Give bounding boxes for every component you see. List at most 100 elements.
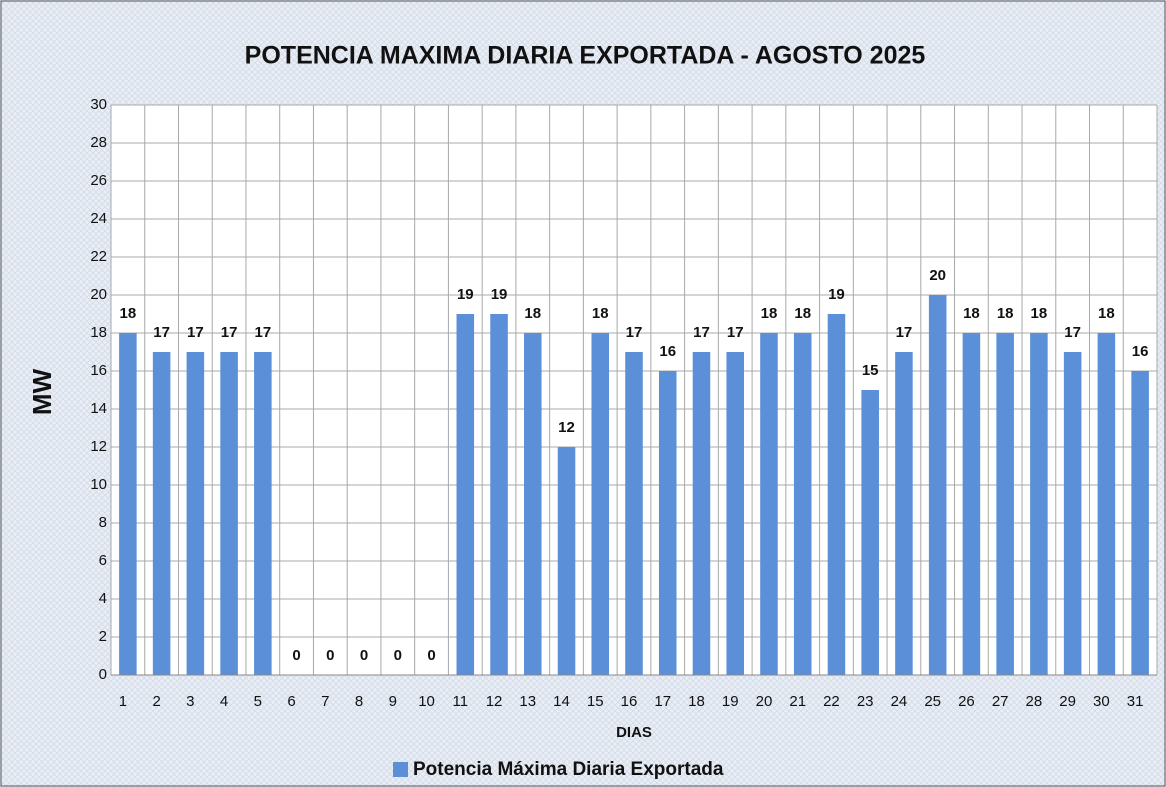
y-tick-label: 12 xyxy=(90,438,107,455)
data-label: 17 xyxy=(626,324,643,341)
x-axis-label: DIAS xyxy=(616,724,652,741)
y-tick-label: 26 xyxy=(90,172,107,189)
legend-label: Potencia Máxima Diaria Exportada xyxy=(413,759,724,780)
x-tick-label: 1 xyxy=(119,693,127,710)
data-label: 18 xyxy=(761,305,778,322)
y-tick-label: 18 xyxy=(90,324,107,341)
y-tick-label: 10 xyxy=(90,476,107,493)
bar xyxy=(658,371,677,675)
data-label: 17 xyxy=(254,324,271,341)
data-label: 0 xyxy=(427,647,435,664)
x-tick-label: 25 xyxy=(924,693,941,710)
x-tick-label: 29 xyxy=(1059,693,1076,710)
x-tick-label: 4 xyxy=(220,693,228,710)
bar xyxy=(625,352,643,675)
data-label: 18 xyxy=(120,305,137,322)
bar xyxy=(1063,352,1082,675)
bar xyxy=(895,352,913,675)
y-tick-label: 30 xyxy=(90,96,107,113)
data-label: 18 xyxy=(997,305,1014,322)
data-label: 18 xyxy=(1098,305,1115,322)
x-tick-label: 9 xyxy=(389,693,397,710)
bar xyxy=(119,333,137,675)
x-tick-label: 17 xyxy=(654,693,671,710)
bar xyxy=(186,352,205,675)
bar xyxy=(1030,333,1048,675)
bar xyxy=(692,352,711,675)
data-label: 15 xyxy=(862,362,879,379)
bar xyxy=(152,352,171,675)
y-tick-label: 22 xyxy=(90,248,107,265)
bar xyxy=(962,333,981,675)
x-tick-label: 11 xyxy=(453,693,469,710)
legend-swatch xyxy=(393,762,408,777)
x-tick-label: 10 xyxy=(418,693,435,710)
data-label: 17 xyxy=(221,324,238,341)
data-label: 20 xyxy=(929,267,946,284)
bar xyxy=(557,447,576,675)
y-tick-label: 14 xyxy=(90,400,107,417)
data-label: 16 xyxy=(659,343,676,360)
data-label: 17 xyxy=(153,324,170,341)
data-label: 18 xyxy=(592,305,609,322)
x-tick-label: 8 xyxy=(355,693,363,710)
bar xyxy=(827,314,846,675)
data-label: 18 xyxy=(1031,305,1048,322)
x-tick-label: 31 xyxy=(1127,693,1144,710)
bar xyxy=(760,333,778,675)
x-tick-label: 12 xyxy=(486,693,503,710)
x-tick-label: 30 xyxy=(1093,693,1110,710)
x-tick-label: 28 xyxy=(1026,693,1043,710)
bar xyxy=(524,333,542,675)
bar xyxy=(1097,333,1116,675)
bar xyxy=(591,333,610,675)
bar xyxy=(220,352,238,675)
bar xyxy=(456,314,475,675)
x-tick-label: 26 xyxy=(958,693,975,710)
bar xyxy=(254,352,272,675)
bar xyxy=(861,390,879,675)
data-label: 19 xyxy=(828,286,845,303)
x-tick-label: 15 xyxy=(587,693,604,710)
y-axis-label: MW xyxy=(27,368,57,415)
x-tick-label: 14 xyxy=(553,693,570,710)
y-tick-label: 16 xyxy=(90,362,107,379)
bar xyxy=(726,352,744,675)
bar xyxy=(1131,371,1149,675)
x-tick-label: 23 xyxy=(857,693,874,710)
x-tick-label: 21 xyxy=(789,693,806,710)
data-label: 17 xyxy=(727,324,744,341)
chart-title: POTENCIA MAXIMA DIARIA EXPORTADA - AGOST… xyxy=(245,42,926,70)
data-label: 18 xyxy=(963,305,980,322)
y-tick-label: 6 xyxy=(99,552,107,569)
x-tick-label: 18 xyxy=(688,693,705,710)
y-tick-label: 8 xyxy=(99,514,107,531)
bar xyxy=(928,295,947,675)
data-label: 19 xyxy=(457,286,474,303)
y-tick-label: 20 xyxy=(90,286,107,303)
data-label: 0 xyxy=(394,647,402,664)
data-label: 19 xyxy=(491,286,508,303)
data-label: 18 xyxy=(794,305,811,322)
x-tick-label: 22 xyxy=(823,693,840,710)
x-tick-label: 3 xyxy=(186,693,194,710)
data-label: 0 xyxy=(360,647,368,664)
data-label: 17 xyxy=(187,324,204,341)
y-tick-label: 2 xyxy=(99,628,107,645)
x-tick-label: 16 xyxy=(621,693,638,710)
x-tick-label: 2 xyxy=(152,693,160,710)
data-label: 0 xyxy=(326,647,334,664)
x-tick-label: 20 xyxy=(756,693,773,710)
x-tick-label: 19 xyxy=(722,693,739,710)
x-tick-label: 6 xyxy=(287,693,295,710)
x-tick-label: 24 xyxy=(891,693,908,710)
x-tick-label: 27 xyxy=(992,693,1009,710)
data-label: 17 xyxy=(896,324,913,341)
y-tick-label: 24 xyxy=(90,210,107,227)
data-label: 0 xyxy=(292,647,300,664)
bar xyxy=(996,333,1014,675)
y-tick-label: 0 xyxy=(99,666,107,683)
y-tick-label: 4 xyxy=(99,590,107,607)
